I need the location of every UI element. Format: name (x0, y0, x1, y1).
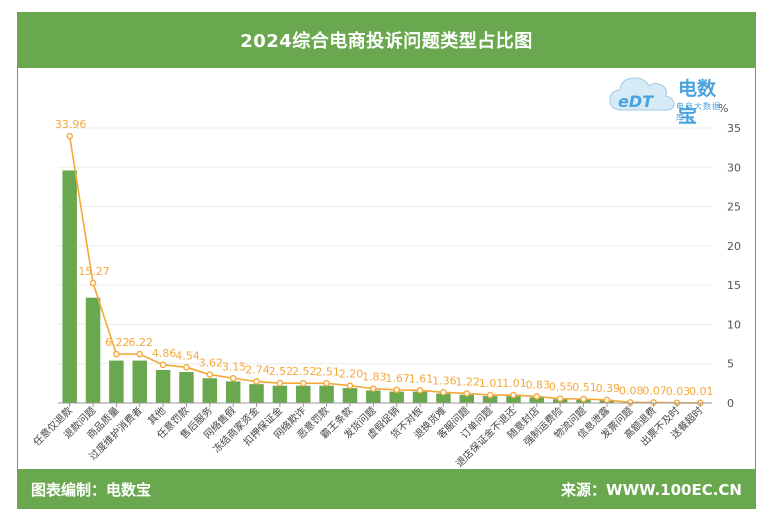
data-label: 2.51 (315, 365, 340, 378)
footer-source: 来源：WWW.100EC.CN (561, 481, 742, 499)
bar (436, 393, 451, 403)
data-label: 2.20 (339, 368, 364, 381)
grid-lines (58, 127, 712, 365)
line-point (276, 379, 284, 387)
y-tick-label: 35 (727, 122, 741, 135)
x-tick-label: 任意仅退款 (30, 404, 75, 449)
cloud-icon: eDT (609, 77, 675, 111)
logo-name: 电数宝 (678, 78, 717, 127)
line-point (393, 386, 400, 394)
bar (109, 360, 124, 403)
line-point (440, 389, 447, 396)
bar (85, 297, 101, 403)
data-label: 2.52 (269, 365, 294, 378)
bar (482, 396, 498, 403)
line-point (510, 391, 517, 399)
data-label: 15.27 (78, 265, 110, 278)
brand-logo: eDT 电数宝 电商大数据库 (608, 70, 728, 127)
bar (249, 384, 264, 403)
bar (529, 397, 545, 403)
y-tick-label: 10 (727, 318, 741, 331)
data-label: 1.61 (409, 372, 434, 385)
line-point (486, 391, 494, 399)
bar (225, 381, 241, 403)
data-label: 6.22 (129, 336, 154, 349)
data-label: 6.22 (105, 336, 130, 349)
data-label: 3.15 (222, 360, 247, 373)
chart-title: 2024综合电商投诉问题类型占比图 (17, 12, 756, 68)
data-label: 1.67 (385, 372, 410, 385)
line-point (299, 379, 307, 387)
data-label: 1.36 (432, 374, 457, 387)
data-label: 0.01 (689, 385, 714, 398)
bar (389, 391, 404, 403)
bar (132, 360, 147, 403)
bar-series (62, 170, 708, 403)
y-tick-label: 15 (727, 279, 741, 292)
logo-tagline: 电商大数据库 (676, 102, 721, 122)
logo-mark: eDT (618, 92, 654, 111)
line-point (229, 374, 237, 382)
line-point (159, 361, 167, 369)
line-point (346, 382, 354, 390)
data-label: 33.96 (55, 118, 87, 131)
line-point (323, 379, 330, 387)
line-point (136, 350, 144, 358)
line-point (206, 371, 214, 378)
line-point (370, 385, 377, 392)
bar (366, 390, 381, 403)
bar (296, 385, 311, 403)
bar (155, 370, 171, 403)
data-label: 3.62 (199, 357, 224, 370)
line-point (183, 364, 190, 371)
y-tick-label: 25 (727, 201, 741, 214)
bar (272, 385, 288, 403)
line-point (253, 378, 260, 385)
chart-footer: 图表编制：电数宝 来源：WWW.100EC.CN (17, 469, 756, 509)
line-point (416, 387, 424, 394)
data-label: 0.83 (526, 378, 551, 391)
bar (459, 394, 474, 403)
line-point (89, 279, 97, 287)
line-point (556, 395, 564, 402)
data-label: 1.83 (362, 371, 387, 384)
y-unit-label: % (718, 102, 728, 115)
data-label: 1.22 (456, 375, 481, 388)
data-label: 0.55 (549, 381, 574, 394)
data-label: 1.01 (479, 377, 504, 390)
bar (62, 170, 77, 403)
y-tick-label: 5 (727, 358, 734, 371)
line-point (66, 132, 73, 140)
bar (342, 388, 358, 403)
line-point (463, 390, 471, 397)
bar (319, 385, 334, 403)
data-label: 0.08 (619, 384, 644, 397)
data-label: 0.51 (572, 381, 597, 394)
data-label: 0.39 (596, 382, 621, 395)
y-tick-label: 30 (727, 161, 741, 174)
line-series (66, 132, 704, 407)
data-label: 0.07 (642, 384, 667, 397)
y-tick-label: 20 (727, 240, 741, 253)
line-point (603, 396, 611, 404)
bar (179, 371, 194, 403)
footer-credit: 图表编制：电数宝 (31, 481, 152, 499)
line-point (580, 395, 587, 403)
data-label: 2.74 (245, 363, 270, 376)
data-label: 2.52 (292, 365, 317, 378)
data-label: 4.86 (152, 347, 177, 360)
bar (506, 396, 521, 403)
line-point (113, 350, 120, 358)
data-label: 0.03 (666, 385, 691, 398)
trend-line (68, 136, 701, 404)
data-label: 1.01 (502, 377, 527, 390)
bar (202, 378, 218, 403)
data-labels: 33.9615.276.226.224.864.543.623.152.742.… (55, 118, 714, 398)
bar (412, 391, 428, 403)
data-label: 4.54 (175, 349, 200, 362)
line-point (533, 393, 541, 400)
y-tick-label: 0 (727, 397, 734, 410)
